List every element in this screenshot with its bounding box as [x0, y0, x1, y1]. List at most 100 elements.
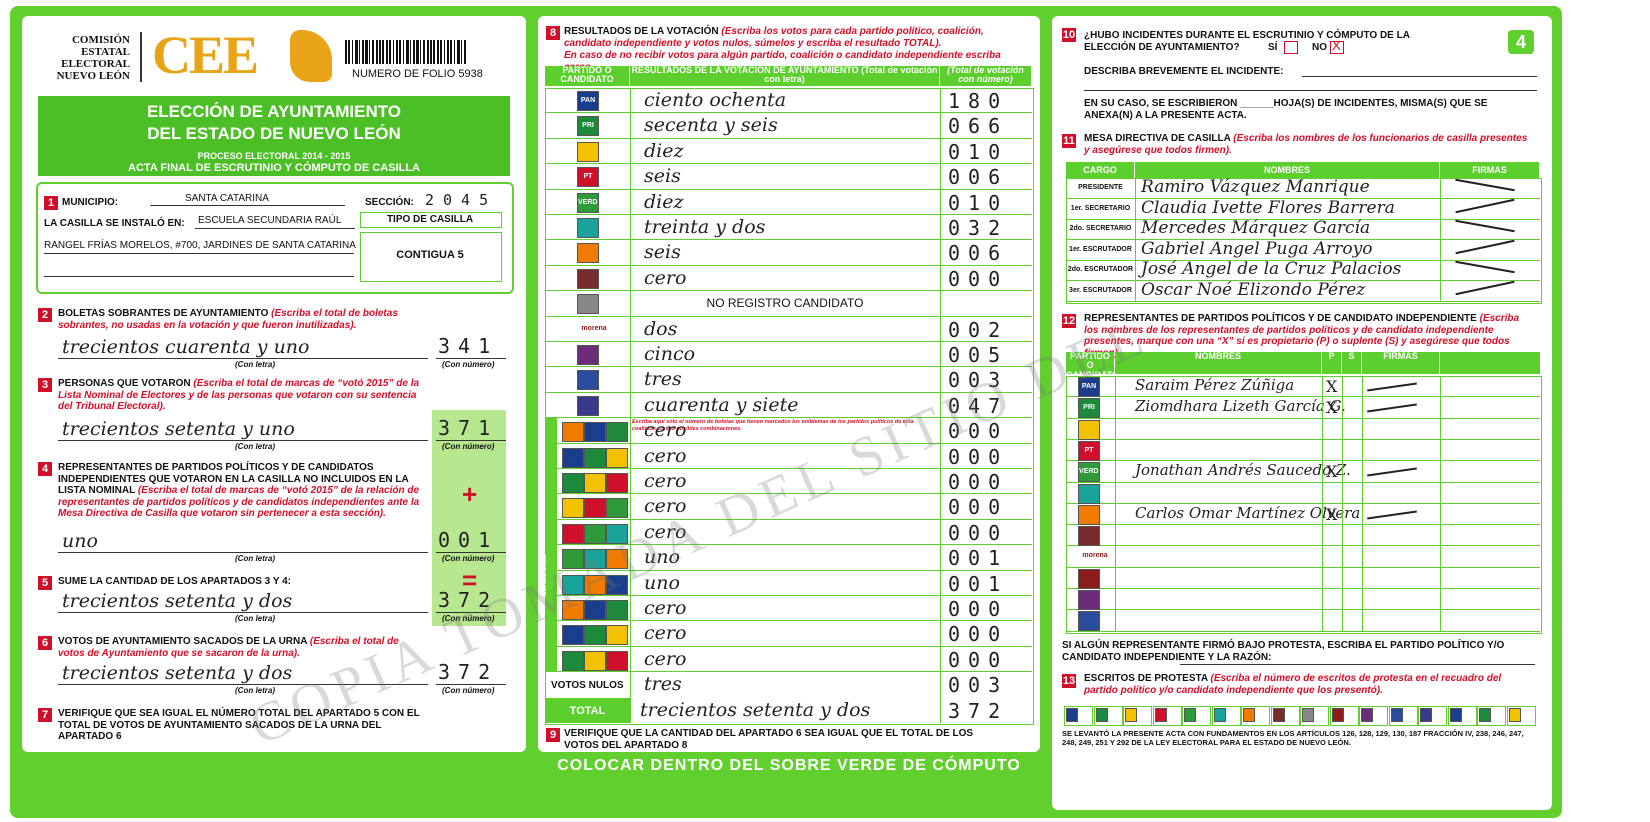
- handwritten-name: Mercedes Márquez García: [1141, 218, 1371, 239]
- process: PROCESO ELECTORAL 2014 - 2015: [197, 151, 351, 161]
- barcode-bar: [426, 40, 429, 64]
- handwritten-name: Saraim Pérez Zúñiga: [1135, 376, 1295, 394]
- org-name: NUEVO LEÓN: [56, 70, 130, 82]
- handwritten-numero: 000: [948, 444, 1009, 469]
- party-logo: [1078, 504, 1100, 525]
- handwritten-letra: cero: [644, 597, 687, 619]
- writing-line: [436, 358, 506, 359]
- protest-box: [1182, 706, 1211, 726]
- handwritten-letra: secenta y seis: [644, 114, 778, 137]
- section-number: 6: [38, 636, 52, 650]
- writing-line: [44, 276, 354, 277]
- legal-text: SE LEVANTÓ LA PRESENTE ACTA CON FUNDAMEN…: [1062, 729, 1524, 747]
- handwritten-numero: 003: [948, 673, 1009, 698]
- act-title: ACTA FINAL DE ESCRUTINIO Y CÓMPUTO DE CA…: [128, 162, 420, 174]
- barcode-bar: [351, 40, 354, 64]
- handwritten-letra: trecientos setenta y uno: [62, 418, 295, 440]
- divider: [140, 32, 142, 82]
- section-title: BOLETAS SOBRANTES DE AYUNTAMIENTO: [58, 308, 272, 319]
- row-line: [545, 315, 1032, 317]
- col-line: [1115, 376, 1116, 632]
- party-logo: [577, 218, 599, 238]
- title: ELECCIÓN DE AYUNTAMIENTO: [146, 102, 402, 121]
- sum-column: [432, 410, 506, 626]
- barcode-bar: [406, 40, 409, 64]
- tipo-value-box: [360, 232, 502, 282]
- section-title: VERIFIQUE QUE SEA IGUAL EL NÚMERO TOTAL …: [58, 708, 420, 742]
- party-logo: [606, 549, 628, 570]
- section-text: REPRESENTANTES DE PARTIDOS POLÍTICOS Y D…: [58, 462, 428, 520]
- page-number: 4: [1508, 30, 1534, 54]
- party-logo: [562, 422, 584, 443]
- title-banner: [38, 96, 510, 176]
- row-line: [545, 163, 1032, 165]
- section-title: RESULTADOS DE LA VOTACIÓN: [564, 26, 722, 37]
- org-name: ESTATAL: [81, 46, 130, 58]
- party-logo: PT: [577, 167, 599, 188]
- party-logo: [1078, 526, 1100, 547]
- org-name: COMISIÓN: [71, 34, 130, 46]
- section-text: MESA DIRECTIVA DE CASILLA (Escriba los n…: [1084, 133, 1534, 156]
- label: (Con letra): [235, 614, 275, 623]
- label: TIPO DE CASILLA: [386, 214, 474, 225]
- col-line: [1362, 376, 1363, 632]
- checkbox: [1330, 41, 1344, 54]
- col-line: [1440, 178, 1441, 302]
- table-header: P: [1322, 351, 1341, 374]
- barcode-bar: [450, 40, 452, 64]
- handwritten-name: Jonathan Andrés Saucedo Z.: [1135, 461, 1351, 480]
- party-logo: [606, 447, 628, 468]
- handwritten-numero: 010: [948, 139, 1009, 164]
- section-number: 11: [1062, 134, 1076, 148]
- section-text: SI ALGÚN REPRESENTANTE FIRMÓ BAJO PROTES…: [1062, 640, 1505, 663]
- party-logo: [606, 523, 628, 544]
- party-logo: VERDE: [1078, 462, 1100, 483]
- section-number: 2: [38, 308, 52, 322]
- handwritten-mark: X: [1332, 38, 1341, 53]
- party-logo: [577, 395, 599, 416]
- handwritten-numero: 006: [948, 165, 1009, 190]
- table-header: FIRMAS: [1440, 162, 1539, 178]
- row-line: [545, 569, 1032, 571]
- handwritten-numero: 000: [948, 266, 1009, 291]
- table-header: NOMBRES: [1135, 162, 1439, 178]
- barcode-bar: [368, 40, 371, 64]
- barcode-bar: [375, 40, 378, 64]
- label: (Con número): [442, 442, 495, 451]
- title: DEL ESTADO DE NUEVO LEÓN: [147, 124, 401, 143]
- option: NO: [1312, 42, 1327, 53]
- writing-line: [58, 358, 428, 359]
- protest-box: [1388, 706, 1418, 726]
- cargo: 1er. SECRETARIO: [1070, 204, 1131, 212]
- table-header: NOMBRES: [1115, 351, 1321, 374]
- section-text: VERIFIQUE QUE LA CANTIDAD DEL APARTADO 6…: [564, 728, 974, 751]
- handwritten-numero: 180: [948, 89, 1009, 113]
- writing-line: [1302, 76, 1537, 77]
- table-header: FIRMAS: [1362, 351, 1439, 374]
- label: VOTOS NULOS: [551, 680, 624, 692]
- label: (Con letra): [235, 442, 275, 451]
- handwritten-name: Ramiro Vázquez Manrique: [1141, 177, 1370, 197]
- handwritten-name: Carlos Omar Martínez Olvera: [1135, 503, 1361, 522]
- section-note: (Escriba los votos para cada partido pol…: [564, 26, 984, 49]
- barcode-bar: [460, 40, 463, 64]
- section-number: 1: [44, 196, 58, 210]
- barcode-bar: [409, 40, 412, 64]
- handwritten-numero: 000: [948, 622, 1009, 647]
- handwritten-numero: 000: [948, 470, 1009, 494]
- handwritten-letra: cuarenta y siete: [644, 393, 799, 416]
- party-logo: [606, 473, 628, 493]
- writing-line: [150, 205, 345, 206]
- handwritten-numero: 005: [948, 343, 1009, 367]
- row-line: [545, 671, 1032, 673]
- barcode-bar: [430, 40, 432, 64]
- protest-box: [1123, 706, 1152, 726]
- label: SECCIÓN:: [365, 197, 414, 208]
- party-logo: [562, 447, 584, 468]
- handwritten-letra: cero: [644, 622, 687, 645]
- writing-line: [58, 684, 428, 685]
- row-line: [545, 595, 1032, 596]
- label: (Con letra): [235, 554, 275, 563]
- row-line: [545, 137, 1032, 139]
